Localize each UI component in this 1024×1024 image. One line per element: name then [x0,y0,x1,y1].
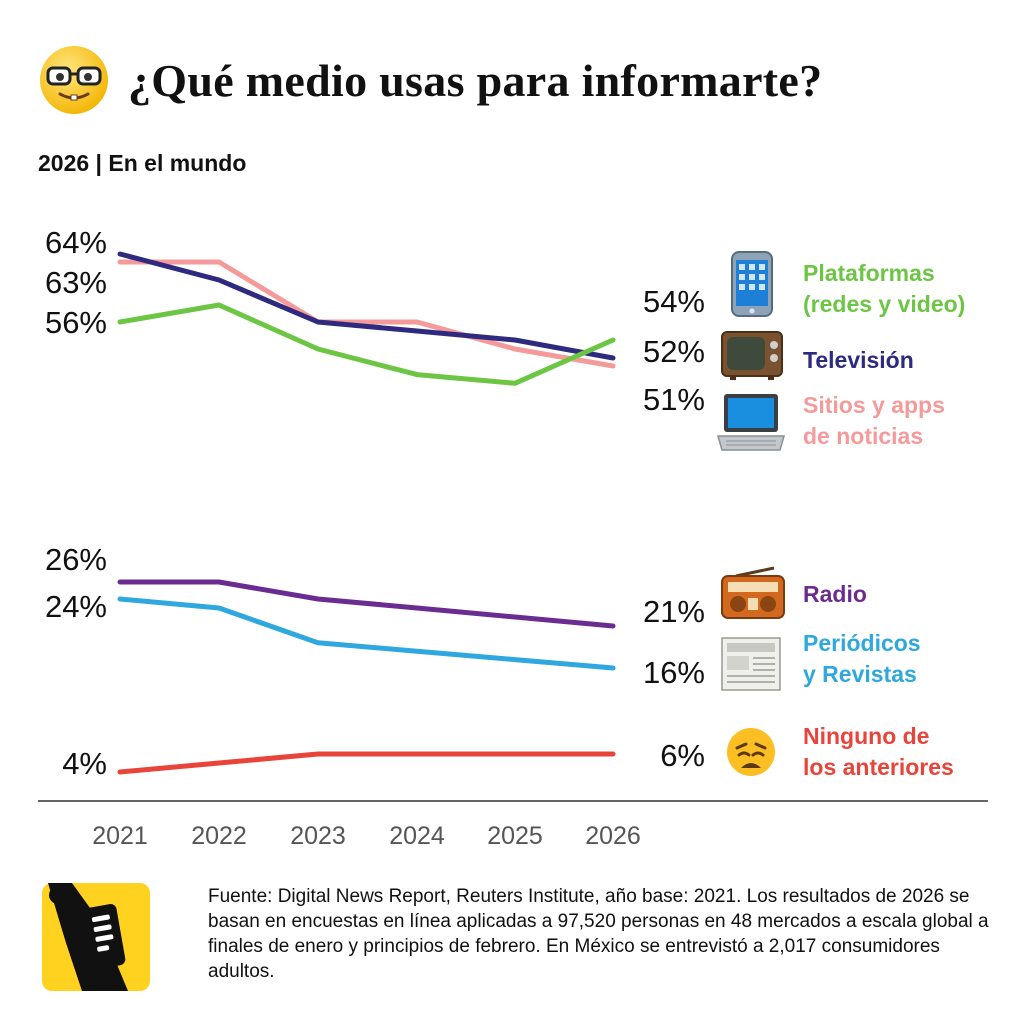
radio-icon [721,566,785,619]
page-title: ¿Qué medio usas para informarte? [128,54,823,106]
legend-icons [717,251,785,776]
legend-label-2: Sitios y apps [803,392,945,418]
x-tick-label: 2023 [290,822,346,850]
start-value-label-1: 64% [45,225,107,260]
chart-subtitle: 2026 | En el mundo [38,150,247,176]
legend: Plataformas (redes y video) Televisión Siti… [803,260,965,780]
laptop-icon [717,394,785,451]
start-value-label-5: 4% [62,746,107,781]
legend-label-0: Plataformas [803,260,935,286]
legend-label-4: y Revistas [803,661,917,687]
smartphone-icon [731,251,773,317]
title-row: ¿Qué medio usas para informarte? [38,40,822,120]
start-value-label-0: 56% [45,305,107,340]
legend-label-0: (redes y video) [803,291,965,317]
end-value-label-0: 54% [643,284,705,319]
source-note: Fuente: Digital News Report, Reuters Ins… [208,886,989,982]
line-chart: 56% 54% 64% 52% 63% 51% 26% 21% 24% 16% 4% 6% [38,225,988,850]
x-tick-label: 2026 [585,822,641,850]
series-lines [117,251,616,775]
series-line-5 [117,751,616,775]
end-value-label-3: 21% [643,594,705,629]
series-line-2 [117,259,616,369]
nerd-face-icon [40,46,108,114]
legend-label-2: de noticias [803,423,923,449]
start-value-label-2: 63% [45,265,107,300]
legend-label-4: Periódicos [803,630,921,656]
value-labels: 56% 54% 64% 52% 63% 51% 26% 21% 24% 16% 4% 6% [45,225,705,781]
legend-label-3: Radio [803,581,867,607]
end-value-label-4: 16% [643,655,705,690]
x-tick-label: 2024 [389,822,445,850]
end-value-label-1: 52% [643,334,705,369]
weary-face-icon [727,728,775,776]
x-tick-label: 2022 [191,822,247,850]
series-line-1 [117,251,616,361]
legend-label-5: Ninguno de [803,723,929,749]
end-value-label-5: 6% [660,738,705,773]
end-value-label-2: 51% [643,382,705,417]
start-value-label-3: 26% [45,542,107,577]
legend-label-5: los anteriores [803,754,954,780]
series-line-3 [117,579,616,629]
x-tick-label: 2021 [92,822,148,850]
legend-label-1: Televisión [803,347,914,373]
series-line-0 [117,302,616,386]
series-line-4 [117,596,616,671]
television-icon [721,331,783,380]
x-axis: 2021 2022 2023 2024 2025 2026 [92,822,641,850]
x-tick-label: 2025 [487,822,543,850]
start-value-label-4: 24% [45,589,107,624]
brand-logo-icon [42,883,150,991]
newspaper-icon [721,637,781,691]
